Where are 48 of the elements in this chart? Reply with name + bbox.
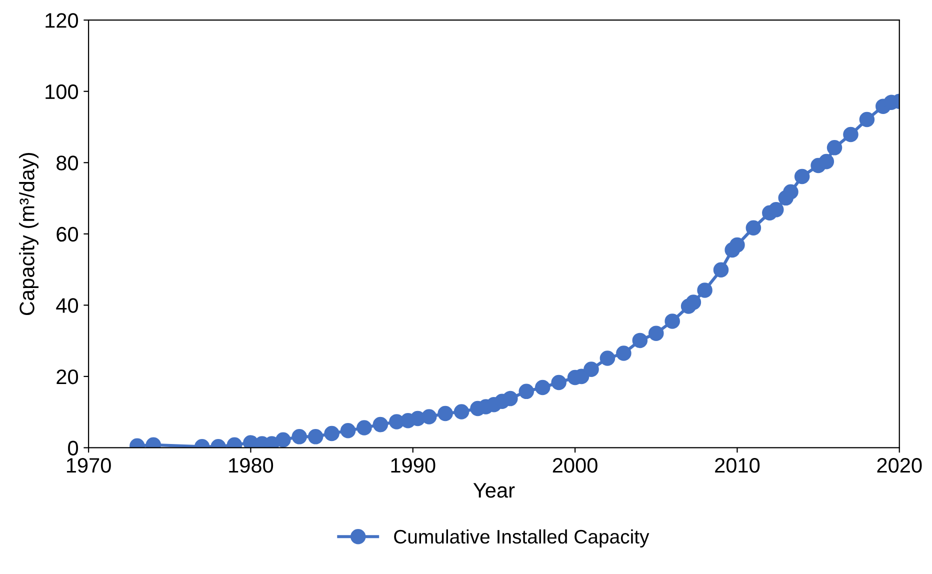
x-tick-label: 1970	[66, 458, 111, 473]
point	[292, 429, 307, 444]
point	[768, 202, 784, 218]
y-tick-label: 80	[56, 156, 78, 170]
x-tick-label: 2010	[715, 458, 760, 473]
point	[438, 406, 453, 422]
point	[730, 237, 745, 253]
point	[276, 432, 291, 448]
point	[713, 262, 729, 278]
point	[340, 422, 356, 438]
y-axis-title: Capacity (m³/day)	[19, 153, 39, 316]
point	[826, 140, 842, 156]
x-tick-label: 1990	[391, 458, 436, 473]
point	[421, 409, 437, 424]
point	[746, 220, 762, 236]
point	[616, 346, 632, 361]
x-tick-label: 1980	[229, 458, 274, 473]
point	[308, 429, 324, 444]
point	[794, 168, 810, 184]
point	[534, 380, 550, 396]
x-tick-label: 2020	[877, 458, 922, 473]
y-tick-label: 60	[56, 226, 78, 242]
legend-label: Cumulative Installed Capacity	[394, 529, 650, 548]
y-tick-label: 120	[46, 13, 78, 28]
point	[664, 314, 680, 329]
point	[632, 332, 648, 348]
point	[843, 126, 858, 142]
point	[502, 390, 518, 406]
point	[859, 112, 875, 128]
point	[600, 350, 616, 366]
y-tick-label: 0	[68, 440, 78, 456]
point	[686, 294, 702, 310]
point	[454, 404, 470, 420]
x-tick-label: 2000	[552, 458, 598, 473]
point	[818, 154, 834, 170]
point	[551, 374, 566, 390]
point	[783, 184, 798, 200]
point	[518, 384, 534, 400]
point	[697, 282, 712, 298]
y-tick-label: 20	[56, 369, 78, 384]
point	[648, 326, 664, 341]
point	[356, 420, 372, 436]
point	[584, 362, 599, 377]
y-tick-label: 40	[56, 298, 78, 313]
x-axis-title: Year	[473, 483, 515, 498]
point	[372, 416, 388, 432]
point	[324, 426, 340, 442]
y-tick-label: 100	[46, 84, 78, 100]
